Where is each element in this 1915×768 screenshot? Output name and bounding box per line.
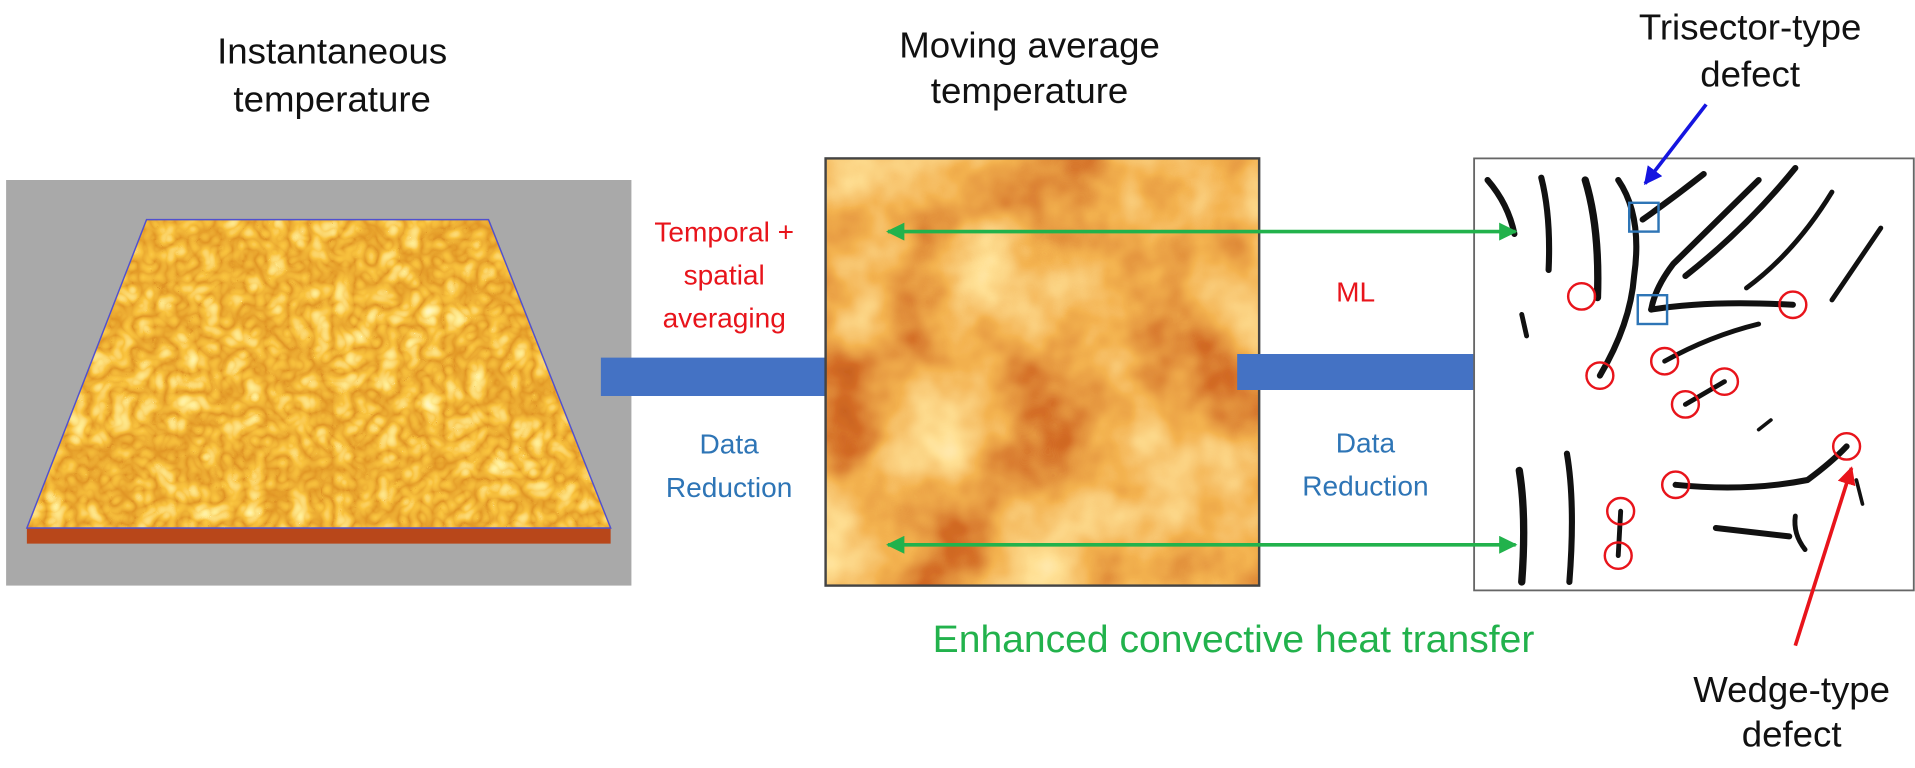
panel-title: Instantaneous xyxy=(217,31,447,72)
method-label: spatial xyxy=(684,260,765,291)
diagram: Instantaneous temperature Temporal + spa… xyxy=(0,0,1915,768)
callout-label: defect xyxy=(1700,54,1800,95)
defect-map xyxy=(1474,158,1914,590)
note-label: Data xyxy=(699,429,759,460)
method-label: averaging xyxy=(663,303,786,334)
callout-label: Trisector-type xyxy=(1639,7,1862,48)
page: {"panels": [ {"title": ["Instantaneous",… xyxy=(0,0,1915,768)
method-label: Temporal + xyxy=(654,217,794,248)
note-label: Data xyxy=(1336,428,1396,459)
method-label: ML xyxy=(1336,277,1375,308)
panel-title: temperature xyxy=(931,70,1129,111)
caption: Enhanced convective heat transfer xyxy=(933,618,1535,661)
note-label: Reduction xyxy=(1302,471,1428,502)
callout-label: Wedge-type xyxy=(1693,669,1890,710)
callout-label: defect xyxy=(1742,714,1842,755)
slab-side xyxy=(27,528,611,544)
panel-title: temperature xyxy=(233,79,431,120)
averaged-field xyxy=(826,158,1260,585)
note-label: Reduction xyxy=(666,472,792,503)
panel-title: Moving average xyxy=(899,25,1160,66)
